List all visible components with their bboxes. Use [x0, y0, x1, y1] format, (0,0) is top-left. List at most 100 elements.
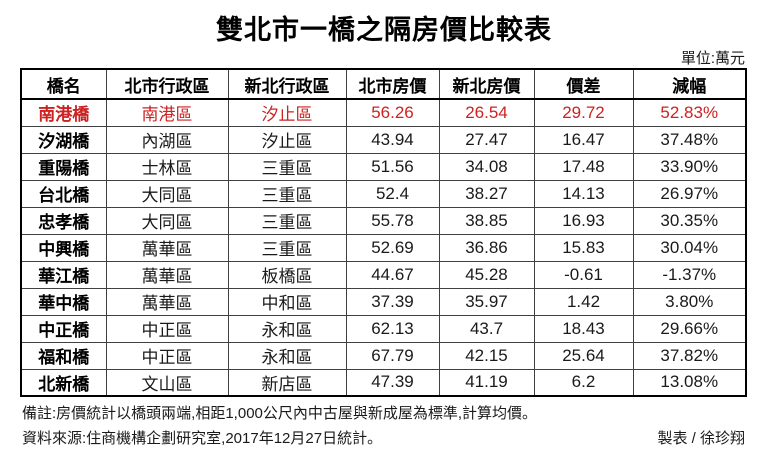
newtaipei-price-cell: 42.15: [438, 341, 535, 370]
drop-percent-cell: 30.04%: [632, 233, 747, 262]
taipei-price-cell: 47.39: [345, 368, 440, 397]
table-row: 南港橋 南港區 汐止區 56.26 26.54 29.72 52.83%: [20, 98, 747, 127]
newtaipei-price-cell: 41.19: [438, 368, 535, 397]
taipei-district-cell: 大同區: [105, 179, 229, 208]
price-diff-cell: 15.83: [533, 233, 634, 262]
taipei-price-cell: 37.39: [345, 287, 440, 316]
taipei-price-cell: 44.67: [345, 260, 440, 289]
newtaipei-district-cell: 三重區: [227, 152, 347, 181]
table-row: 華江橋 萬華區 板橋區 44.67 45.28 -0.61 -1.37%: [20, 260, 747, 289]
newtaipei-district-cell: 永和區: [227, 314, 347, 343]
taipei-price-cell: 51.56: [345, 152, 440, 181]
newtaipei-price-cell: 45.28: [438, 260, 535, 289]
newtaipei-price-cell: 38.27: [438, 179, 535, 208]
drop-percent-cell: -1.37%: [632, 260, 747, 289]
column-header-drop-percent: 減幅: [632, 68, 747, 100]
price-diff-cell: 16.93: [533, 206, 634, 235]
table-row: 重陽橋 士林區 三重區 51.56 34.08 17.48 33.90%: [20, 152, 747, 181]
table-row: 北新橋 文山區 新店區 47.39 41.19 6.2 13.08%: [20, 368, 747, 397]
price-diff-cell: 6.2: [533, 368, 634, 397]
drop-percent-cell: 3.80%: [632, 287, 747, 316]
newtaipei-price-cell: 38.85: [438, 206, 535, 235]
drop-percent-cell: 52.83%: [632, 98, 747, 127]
drop-percent-cell: 13.08%: [632, 368, 747, 397]
taipei-price-cell: 62.13: [345, 314, 440, 343]
taipei-district-cell: 萬華區: [105, 233, 229, 262]
newtaipei-price-cell: 43.7: [438, 314, 535, 343]
table-row: 台北橋 大同區 三重區 52.4 38.27 14.13 26.97%: [20, 179, 747, 208]
bridge-name-cell: 忠孝橋: [20, 206, 107, 235]
taipei-district-cell: 萬華區: [105, 287, 229, 316]
column-header-newtaipei-price: 新北房價: [438, 68, 535, 100]
table-row: 福和橋 中正區 永和區 67.79 42.15 25.64 37.82%: [20, 341, 747, 370]
newtaipei-district-cell: 三重區: [227, 179, 347, 208]
bridge-name-cell: 華江橋: [20, 260, 107, 289]
credit-note: 製表 / 徐珍翔: [657, 430, 745, 447]
column-header-price-diff: 價差: [533, 68, 634, 100]
taipei-price-cell: 56.26: [345, 98, 440, 127]
drop-percent-cell: 37.82%: [632, 341, 747, 370]
table-row: 中正橋 中正區 永和區 62.13 43.7 18.43 29.66%: [20, 314, 747, 343]
remark-note: 備註:房價統計以橋頭兩端,相距1,000公尺內中古屋與新成屋為標準,計算均價。: [22, 405, 538, 422]
price-diff-cell: 29.72: [533, 98, 634, 127]
column-header-taipei-district: 北市行政區: [105, 68, 229, 100]
bridge-name-cell: 華中橋: [20, 287, 107, 316]
taipei-district-cell: 南港區: [105, 98, 229, 127]
newtaipei-district-cell: 三重區: [227, 206, 347, 235]
bridge-name-cell: 福和橋: [20, 341, 107, 370]
bridge-name-cell: 中興橋: [20, 233, 107, 262]
bridge-name-cell: 汐湖橋: [20, 125, 107, 154]
taipei-district-cell: 文山區: [105, 368, 229, 397]
drop-percent-cell: 33.90%: [632, 152, 747, 181]
newtaipei-district-cell: 新店區: [227, 368, 347, 397]
unit-label: 單位:萬元: [680, 50, 745, 67]
bridge-name-cell: 南港橋: [20, 98, 107, 127]
newtaipei-district-cell: 永和區: [227, 341, 347, 370]
price-diff-cell: 17.48: [533, 152, 634, 181]
taipei-district-cell: 大同區: [105, 206, 229, 235]
price-diff-cell: 14.13: [533, 179, 634, 208]
bridge-name-cell: 北新橋: [20, 368, 107, 397]
bridge-price-comparison-table: 橋名 北市行政區 新北行政區 北市房價 新北房價 價差 減幅 南港橋 南港區 汐…: [20, 68, 747, 397]
newtaipei-price-cell: 26.54: [438, 98, 535, 127]
newtaipei-district-cell: 三重區: [227, 233, 347, 262]
drop-percent-cell: 26.97%: [632, 179, 747, 208]
newtaipei-price-cell: 35.97: [438, 287, 535, 316]
column-header-taipei-price: 北市房價: [345, 68, 440, 100]
newtaipei-district-cell: 板橋區: [227, 260, 347, 289]
column-header-newtaipei-district: 新北行政區: [227, 68, 347, 100]
table-row: 忠孝橋 大同區 三重區 55.78 38.85 16.93 30.35%: [20, 206, 747, 235]
source-note: 資料來源:住商機構企劃研究室,2017年12月27日統計。: [22, 430, 383, 447]
taipei-district-cell: 萬華區: [105, 260, 229, 289]
taipei-price-cell: 67.79: [345, 341, 440, 370]
taipei-district-cell: 中正區: [105, 314, 229, 343]
bridge-name-cell: 重陽橋: [20, 152, 107, 181]
taipei-price-cell: 52.4: [345, 179, 440, 208]
drop-percent-cell: 37.48%: [632, 125, 747, 154]
taipei-district-cell: 內湖區: [105, 125, 229, 154]
price-diff-cell: 1.42: [533, 287, 634, 316]
bridge-name-cell: 中正橋: [20, 314, 107, 343]
newtaipei-district-cell: 汐止區: [227, 98, 347, 127]
newtaipei-district-cell: 汐止區: [227, 125, 347, 154]
page-title: 雙北市一橋之隔房價比較表: [216, 15, 552, 45]
price-diff-cell: -0.61: [533, 260, 634, 289]
newtaipei-price-cell: 34.08: [438, 152, 535, 181]
newtaipei-price-cell: 36.86: [438, 233, 535, 262]
table-row: 汐湖橋 內湖區 汐止區 43.94 27.47 16.47 37.48%: [20, 125, 747, 154]
table-row: 華中橋 萬華區 中和區 37.39 35.97 1.42 3.80%: [20, 287, 747, 316]
drop-percent-cell: 30.35%: [632, 206, 747, 235]
taipei-price-cell: 52.69: [345, 233, 440, 262]
taipei-district-cell: 士林區: [105, 152, 229, 181]
newtaipei-price-cell: 27.47: [438, 125, 535, 154]
taipei-price-cell: 43.94: [345, 125, 440, 154]
bridge-name-cell: 台北橋: [20, 179, 107, 208]
table-row: 中興橋 萬華區 三重區 52.69 36.86 15.83 30.04%: [20, 233, 747, 262]
table-header-row: 橋名 北市行政區 新北行政區 北市房價 新北房價 價差 減幅: [20, 68, 747, 100]
drop-percent-cell: 29.66%: [632, 314, 747, 343]
taipei-price-cell: 55.78: [345, 206, 440, 235]
taipei-district-cell: 中正區: [105, 341, 229, 370]
price-diff-cell: 18.43: [533, 314, 634, 343]
price-diff-cell: 16.47: [533, 125, 634, 154]
price-diff-cell: 25.64: [533, 341, 634, 370]
